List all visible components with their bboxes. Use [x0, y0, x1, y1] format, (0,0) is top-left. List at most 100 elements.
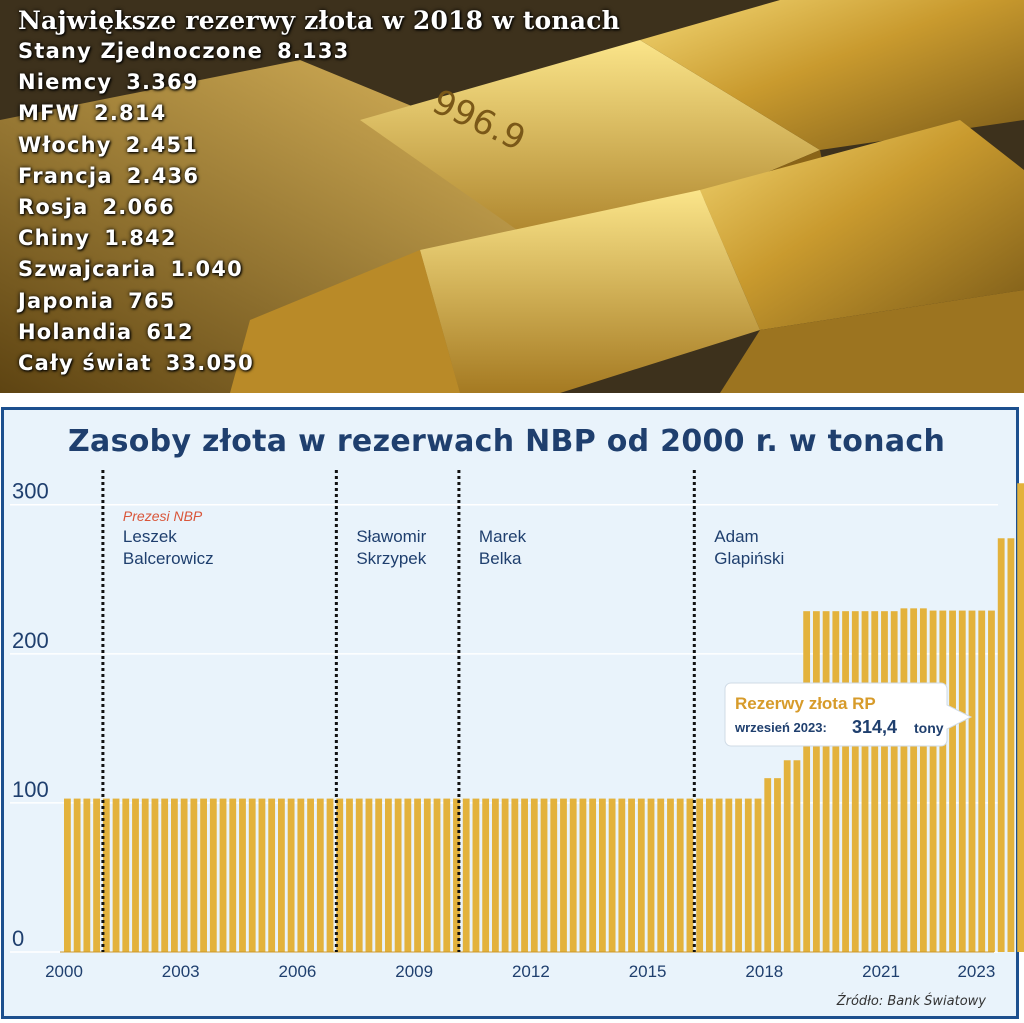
callout-box — [724, 682, 973, 747]
ranking-country: Niemcy — [18, 70, 113, 95]
ranking-country: Cały świat — [18, 351, 152, 376]
president-name-first: Sławomir — [356, 527, 426, 546]
callout-date: wrzesień 2023: — [734, 720, 827, 735]
x-tick-label: 2000 — [45, 962, 83, 981]
bar — [239, 798, 246, 952]
bar — [521, 798, 528, 952]
x-tick-label: 2009 — [395, 962, 433, 981]
bar — [958, 610, 966, 952]
bar — [141, 798, 149, 952]
ranking-country: MFW — [18, 101, 81, 126]
bar — [647, 798, 655, 952]
gold-reserves-ranking: Największe rezerwy złota w 2018 w tonach… — [18, 6, 620, 379]
bar — [297, 798, 305, 952]
bar — [530, 798, 538, 952]
bar — [132, 798, 139, 952]
x-tick-label: 2003 — [162, 962, 200, 981]
bar — [900, 608, 908, 952]
callout-value: 314,4 — [852, 717, 897, 737]
bar — [219, 798, 227, 952]
gold-bars-photo: 996.9 Największe rezerwy złota w 2018 w … — [0, 0, 1024, 393]
ranking-country: Holandia — [18, 319, 133, 344]
ranking-value: 8.133 — [277, 39, 350, 63]
ranking-country: Rosja — [18, 195, 89, 220]
president-name-last: Skrzypek — [356, 549, 426, 568]
ranking-value: 2.814 — [94, 101, 167, 126]
ranking-country: Szwajcaria — [18, 257, 157, 282]
source-note: Źródło: Bank Światowy — [836, 994, 986, 1009]
bar — [375, 798, 383, 952]
president-name-last: Belka — [479, 549, 522, 568]
bar — [842, 611, 849, 952]
bar — [161, 798, 169, 952]
bar — [589, 798, 597, 952]
bar — [754, 798, 762, 952]
ranking-value: 2.451 — [125, 132, 199, 157]
ranking-value: 765 — [128, 288, 176, 313]
ranking-value: 1.842 — [104, 226, 177, 251]
presidents-label: Prezesi NBP — [123, 508, 203, 524]
bar — [744, 798, 752, 952]
bar — [326, 798, 334, 952]
bar — [939, 610, 947, 952]
ranking-row: Chiny 1.842 — [18, 223, 620, 254]
bar — [453, 798, 460, 952]
bar — [560, 798, 567, 952]
bar — [170, 798, 178, 952]
ranking-row: Szwajcaria 1.040 — [18, 254, 620, 285]
bar — [550, 798, 558, 952]
bar — [209, 798, 217, 952]
bar — [64, 798, 71, 952]
bar — [861, 611, 869, 952]
x-tick-label: 2023 — [957, 962, 995, 981]
x-tick-label: 2006 — [279, 962, 317, 981]
bar — [793, 760, 801, 952]
ranking-row: Japonia 765 — [18, 286, 620, 317]
bar — [482, 798, 490, 952]
president-name-first: Marek — [479, 527, 527, 546]
bar — [968, 610, 976, 952]
president-name-first: Leszek — [123, 527, 177, 546]
bar — [73, 798, 81, 952]
bar — [929, 610, 937, 952]
ranking-row: Włochy 2.451 — [18, 130, 620, 161]
ranking-value: 612 — [146, 319, 194, 344]
ranking-value: 33.050 — [165, 351, 254, 376]
bar — [414, 798, 421, 952]
bar — [384, 798, 392, 952]
bar — [151, 798, 159, 952]
bar — [443, 798, 451, 952]
bar — [1007, 538, 1015, 952]
bar — [705, 798, 713, 952]
bar — [667, 798, 674, 952]
bar — [511, 798, 519, 952]
bar — [316, 798, 324, 952]
bar — [715, 798, 723, 952]
president-name-last: Glapiński — [714, 549, 784, 568]
bar — [657, 798, 665, 952]
bar — [919, 608, 927, 952]
bar — [637, 798, 645, 952]
president-name-first: Adam — [714, 527, 758, 546]
bar — [696, 798, 704, 952]
bar — [268, 798, 276, 952]
bar — [365, 798, 373, 952]
bar — [83, 798, 91, 952]
ranking-row: Rosja 2.066 — [18, 192, 620, 223]
bar — [774, 778, 781, 952]
bar — [579, 798, 587, 952]
bar — [180, 798, 188, 952]
bar — [949, 610, 956, 952]
bar — [608, 798, 616, 952]
bar — [112, 798, 120, 952]
ranking-row: Niemcy 3.369 — [18, 67, 620, 98]
bar — [871, 611, 879, 952]
ranking-value: 1.040 — [170, 257, 243, 282]
bar — [355, 798, 363, 952]
bar — [472, 798, 480, 952]
bar — [122, 798, 130, 952]
ranking-row: MFW 2.814 — [18, 98, 620, 129]
bar — [686, 798, 694, 952]
ranking-country: Stany Zjednoczone — [18, 39, 264, 63]
